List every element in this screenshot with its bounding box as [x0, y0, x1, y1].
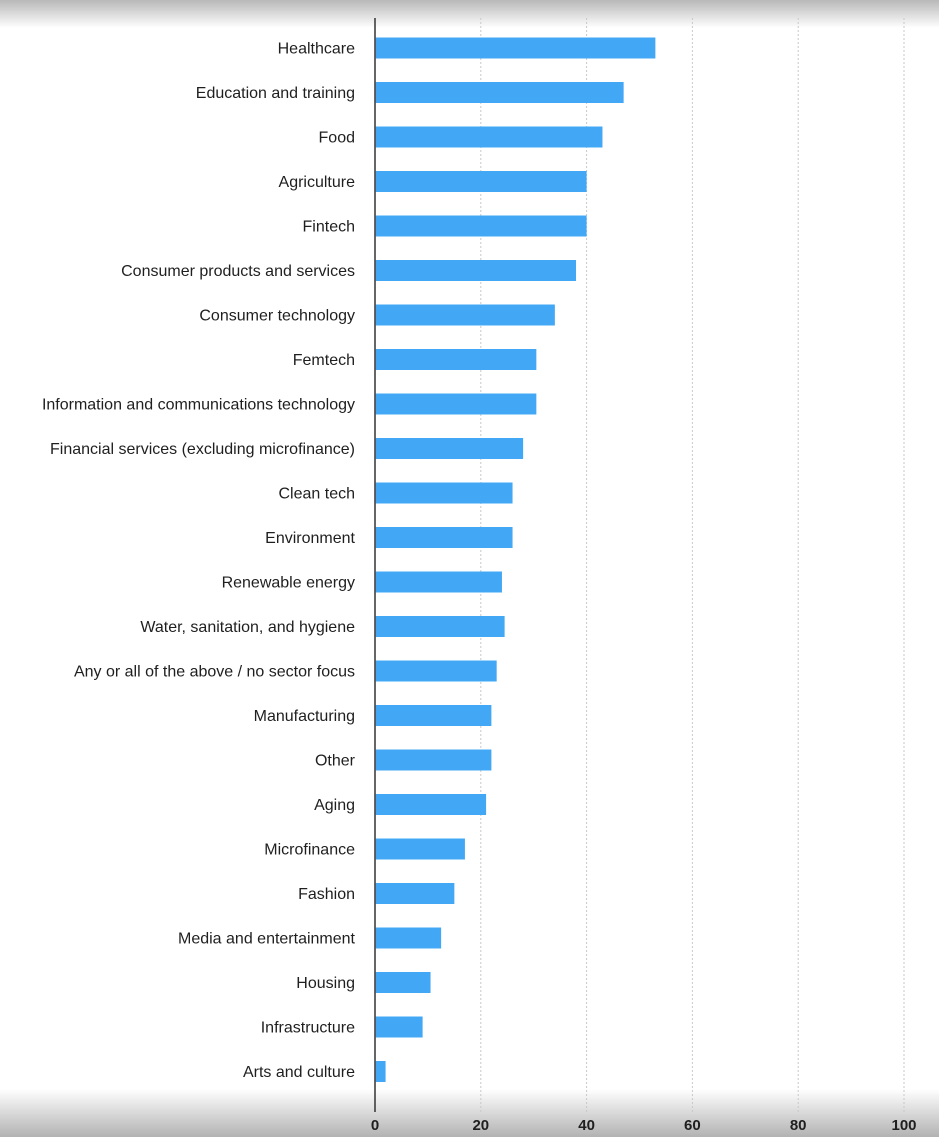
- category-label: Infrastructure: [261, 1020, 355, 1037]
- category-label: Agriculture: [279, 174, 356, 191]
- bar: [376, 1061, 386, 1082]
- bar: [376, 82, 624, 103]
- x-tick-label: 80: [790, 1117, 807, 1134]
- bar: [376, 216, 587, 237]
- bar: [376, 616, 505, 637]
- bar: [376, 928, 441, 949]
- bar: [376, 705, 492, 726]
- bar: [376, 260, 576, 281]
- bar: [376, 438, 523, 459]
- category-label: Consumer products and services: [121, 263, 355, 280]
- x-tick-label: 0: [371, 1117, 379, 1134]
- bar: [376, 572, 502, 593]
- bars: [376, 38, 656, 1083]
- bar: [376, 527, 513, 548]
- category-label: Water, sanitation, and hygiene: [140, 619, 355, 636]
- category-label: Arts and culture: [243, 1064, 355, 1081]
- x-tick-label: 40: [578, 1117, 595, 1134]
- bar: [376, 38, 656, 59]
- x-tick-label: 100: [891, 1117, 916, 1134]
- bar: [376, 1017, 423, 1038]
- category-label: Fintech: [303, 219, 355, 236]
- category-label: Healthcare: [278, 41, 355, 58]
- category-label: Other: [315, 753, 356, 770]
- category-label: Information and communications technolog…: [42, 397, 355, 414]
- category-label: Microfinance: [264, 842, 355, 859]
- bar-chart: Healthcare Education and training Food Agri…: [0, 0, 939, 1137]
- bar: [376, 972, 431, 993]
- category-label: Consumer technology: [199, 308, 355, 325]
- category-label: Education and training: [196, 85, 355, 102]
- category-label: Housing: [296, 975, 355, 992]
- category-labels: Healthcare Education and training Food Agri…: [42, 41, 356, 1082]
- category-label: Food: [319, 130, 355, 147]
- bar: [376, 127, 603, 148]
- bar: [376, 171, 587, 192]
- x-tick-labels: 0 20 40 60 80 100: [371, 1117, 917, 1134]
- bar: [376, 750, 492, 771]
- bar: [376, 305, 555, 326]
- bar: [376, 661, 497, 682]
- bar: [376, 483, 513, 504]
- bar: [376, 839, 465, 860]
- category-label: Femtech: [293, 352, 355, 369]
- category-label: Media and entertainment: [178, 931, 356, 948]
- bar: [376, 883, 455, 904]
- category-label: Environment: [265, 530, 355, 547]
- x-tick-label: 60: [684, 1117, 701, 1134]
- category-label: Aging: [314, 797, 355, 814]
- category-label: Financial services (excluding microfinan…: [50, 441, 355, 458]
- bar: [376, 349, 537, 370]
- category-label: Clean tech: [279, 486, 356, 503]
- category-label: Fashion: [298, 886, 355, 903]
- bar: [376, 394, 537, 415]
- category-label: Any or all of the above / no sector focu…: [74, 664, 355, 681]
- category-label: Manufacturing: [254, 708, 355, 725]
- category-label: Renewable energy: [222, 575, 355, 592]
- bar: [376, 794, 486, 815]
- x-tick-label: 20: [472, 1117, 489, 1134]
